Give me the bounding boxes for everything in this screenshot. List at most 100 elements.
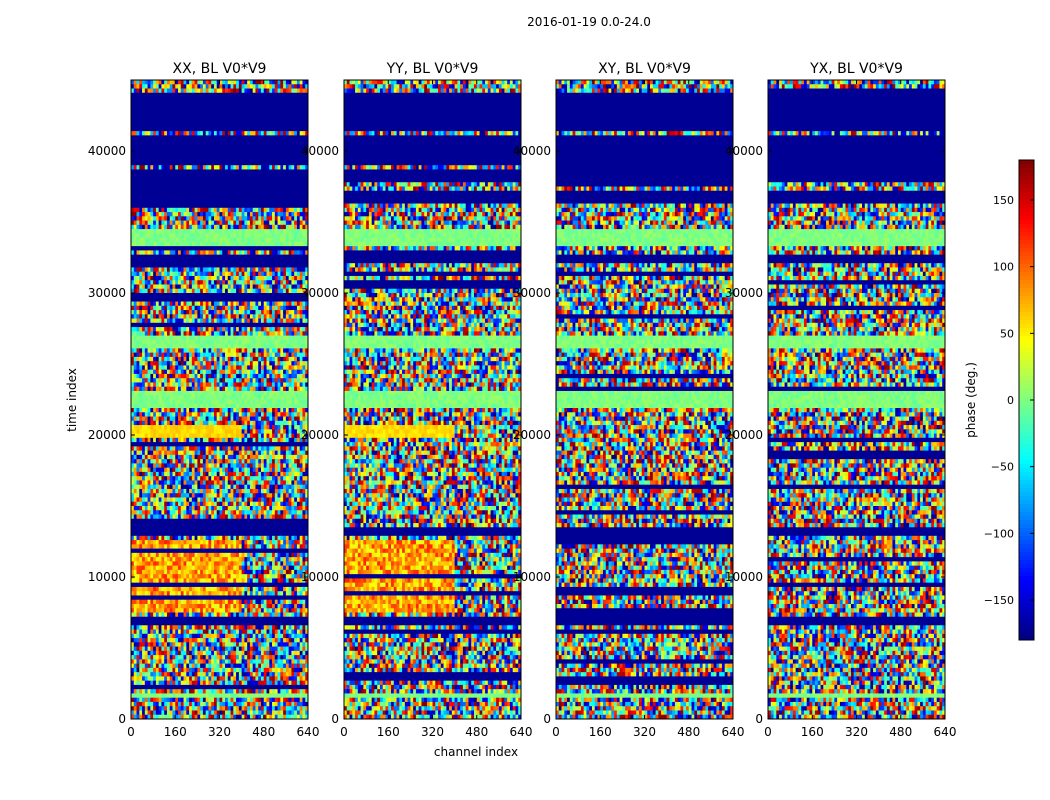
heatmap-cell [275, 114, 278, 119]
heatmap-cell [167, 148, 170, 153]
heatmap-cell [137, 114, 140, 119]
heatmap-cell [134, 110, 137, 115]
heatmap-cell [164, 152, 167, 157]
heatmap-cell [208, 157, 211, 162]
heatmap-cell [145, 140, 148, 145]
heatmap-cell [261, 84, 264, 89]
heatmap-cell [222, 89, 225, 94]
heatmap-cell [269, 127, 272, 132]
heatmap-cell [167, 123, 170, 128]
heatmap-cell [203, 131, 206, 136]
heatmap-cell [220, 118, 223, 123]
heatmap-cell [184, 93, 187, 98]
heatmap-cell [197, 127, 200, 132]
heatmap-cell [145, 123, 148, 128]
heatmap-cell [184, 123, 187, 128]
heatmap-cell [186, 135, 189, 140]
heatmap-cell [253, 127, 256, 132]
heatmap-cell [153, 80, 156, 85]
heatmap-cell [222, 110, 225, 115]
heatmap-cell [225, 114, 228, 119]
heatmap-cell [267, 135, 270, 140]
heatmap-cell [181, 114, 184, 119]
heatmap-cell [272, 106, 275, 111]
heatmap-cell [181, 131, 184, 136]
heatmap-cell [197, 131, 200, 136]
heatmap-cell [211, 110, 214, 115]
heatmap-cell [233, 135, 236, 140]
heatmap-cell [200, 110, 203, 115]
heatmap-cell [222, 106, 225, 111]
heatmap-cell [261, 110, 264, 115]
heatmap-cell [153, 148, 156, 153]
heatmap-cell [134, 157, 137, 162]
heatmap-cell [269, 110, 272, 115]
heatmap-cell [172, 97, 175, 102]
heatmap-cell [211, 97, 214, 102]
heatmap-cell [161, 84, 164, 89]
heatmap-cell [159, 135, 162, 140]
heatmap-cell [142, 101, 145, 106]
heatmap-cell [247, 114, 250, 119]
heatmap-cell [178, 131, 181, 136]
heatmap-cell [161, 118, 164, 123]
heatmap-cell [139, 127, 142, 132]
heatmap-cell [220, 157, 223, 162]
heatmap-cell [148, 131, 151, 136]
heatmap-cell [233, 127, 236, 132]
heatmap-cell [280, 89, 283, 94]
heatmap-cell [278, 123, 281, 128]
heatmap-cell [272, 131, 275, 136]
heatmap-cell [250, 93, 253, 98]
heatmap-cell [192, 80, 195, 85]
heatmap-cell [291, 131, 294, 136]
heatmap-cell [255, 89, 258, 94]
heatmap-cell [167, 84, 170, 89]
heatmap-cell [170, 123, 173, 128]
heatmap-cell [231, 123, 234, 128]
heatmap-cell [211, 157, 214, 162]
heatmap-cell [181, 93, 184, 98]
heatmap-cell [192, 106, 195, 111]
heatmap-cell [269, 101, 272, 106]
heatmap-cell [206, 118, 209, 123]
heatmap-cell [272, 97, 275, 102]
heatmap-cell [225, 148, 228, 153]
heatmap-cell [186, 131, 189, 136]
heatmap-cell [231, 114, 234, 119]
heatmap-cell [156, 118, 159, 123]
heatmap-cell [175, 84, 178, 89]
heatmap-cell [189, 135, 192, 140]
heatmap-cell [264, 97, 267, 102]
heatmap-cell [291, 89, 294, 94]
heatmap-cell [242, 118, 245, 123]
heatmap-cell [150, 106, 153, 111]
heatmap-cell [178, 110, 181, 115]
heatmap-cell [159, 127, 162, 132]
heatmap-cell [148, 97, 151, 102]
heatmap-cell [244, 152, 247, 157]
heatmap-cell [197, 135, 200, 140]
heatmap-cell [197, 84, 200, 89]
heatmap-cell [272, 135, 275, 140]
heatmap-cell [156, 97, 159, 102]
heatmap-cell [161, 140, 164, 145]
heatmap-cell [289, 131, 292, 136]
heatmap-cell [289, 152, 292, 157]
heatmap-cell [264, 114, 267, 119]
heatmap-cell [239, 144, 242, 149]
heatmap-cell [283, 144, 286, 149]
heatmap-cell [283, 131, 286, 136]
heatmap-cell [231, 152, 234, 157]
heatmap-cell [217, 152, 220, 157]
heatmap-cell [211, 84, 214, 89]
heatmap-cell [250, 148, 253, 153]
heatmap-cell [267, 144, 270, 149]
heatmap-cell [206, 101, 209, 106]
heatmap-cell [150, 84, 153, 89]
heatmap-cell [222, 144, 225, 149]
heatmap-cell [186, 84, 189, 89]
heatmap-cell [189, 97, 192, 102]
heatmap-cell [170, 135, 173, 140]
heatmap-cell [195, 80, 198, 85]
